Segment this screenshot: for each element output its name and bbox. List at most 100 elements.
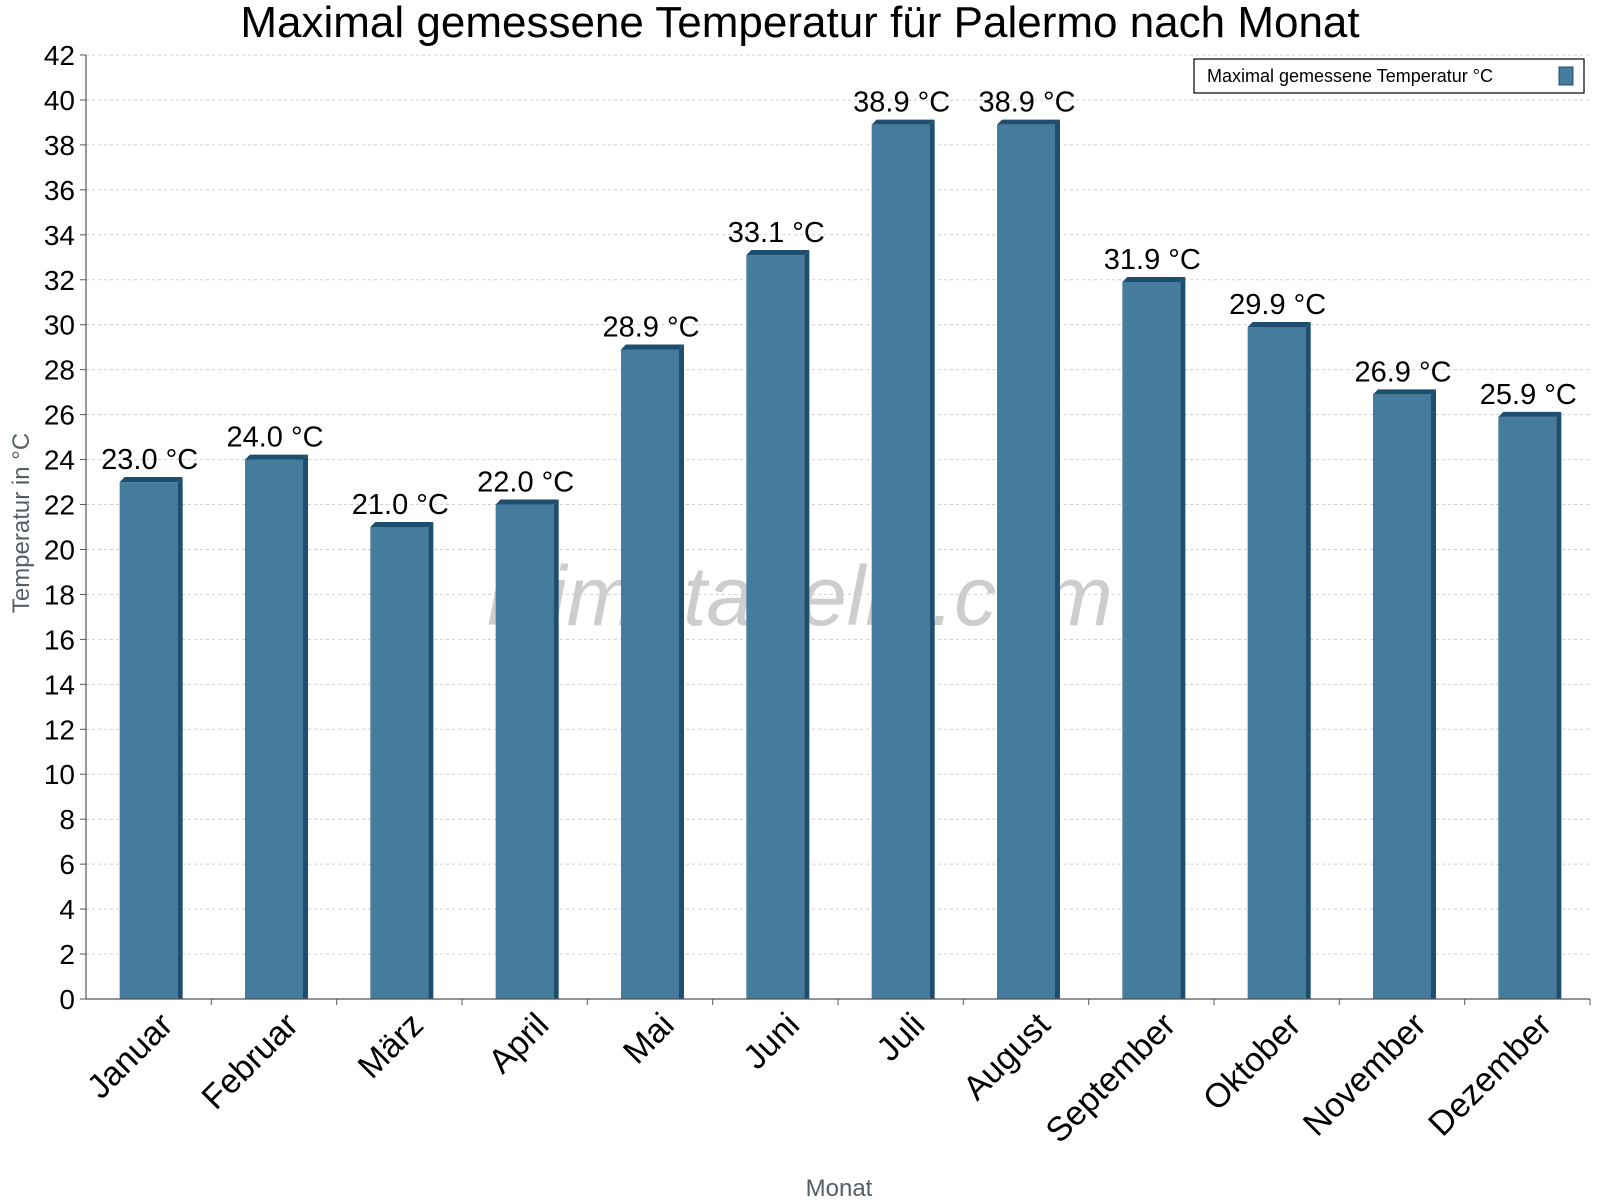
bar-side: [929, 119, 935, 999]
bar: [245, 454, 308, 1000]
y-tick-label: 24: [44, 445, 75, 476]
data-label: 26.9 °C: [1354, 356, 1451, 388]
legend-label: Maximal gemessene Temperatur °C: [1207, 66, 1493, 86]
bar-side: [1305, 321, 1311, 999]
data-label: 23.0 °C: [101, 444, 198, 476]
bar-top: [119, 477, 183, 483]
x-tick-label: Dezember: [1421, 1006, 1559, 1144]
y-tick-label: 6: [59, 849, 75, 880]
bar: [1122, 277, 1186, 999]
bar-side: [1055, 119, 1060, 999]
y-tick-label: 20: [44, 534, 75, 565]
y-tick-label: 4: [59, 894, 75, 925]
bar-face: [1498, 416, 1557, 999]
bar: [495, 499, 559, 999]
chart-title: Maximal gemessene Temperatur für Palermo…: [240, 0, 1359, 47]
data-label: 31.9 °C: [1104, 244, 1201, 276]
y-tick-label: 30: [44, 310, 75, 341]
grid: [86, 54, 1590, 955]
bar: [997, 119, 1060, 999]
bars: [119, 119, 1562, 1000]
x-tick-label: Juli: [869, 1006, 932, 1069]
data-label: 28.9 °C: [602, 311, 699, 343]
y-tick-label: 12: [44, 714, 75, 745]
bar: [1498, 411, 1562, 999]
x-tick-label: Mai: [616, 1006, 682, 1072]
bar-top: [1373, 389, 1436, 395]
y-tick-label: 28: [44, 355, 75, 386]
bar-face: [119, 482, 178, 999]
bar-face: [1122, 282, 1181, 999]
bar-face: [1373, 394, 1431, 999]
data-label: 38.9 °C: [978, 87, 1075, 119]
data-label: 33.1 °C: [728, 217, 825, 249]
bar-top: [1247, 321, 1311, 327]
x-tick-label: Januar: [80, 1006, 180, 1106]
x-tick-label: November: [1296, 1006, 1434, 1144]
y-tick-label: 42: [44, 40, 75, 71]
y-tick-label: 18: [44, 579, 75, 610]
y-axis-label: Temperatur in °C: [8, 433, 35, 613]
data-labels: 23.0 °C 24.0 °C 21.0 °C 22.0 °C 28.9 °C 33.1 …: [101, 87, 1577, 521]
data-label: 38.9 °C: [853, 87, 950, 119]
bar: [119, 477, 183, 999]
bar-face: [245, 459, 303, 1000]
y-tick-label: 32: [44, 265, 75, 296]
data-label: 25.9 °C: [1480, 379, 1577, 411]
bar-top: [1498, 411, 1562, 417]
bar-face: [1247, 326, 1306, 999]
data-label: 24.0 °C: [226, 422, 323, 454]
y-tick-label: 10: [44, 759, 75, 790]
bar-side: [804, 250, 810, 1000]
x-tick-label: Juni: [736, 1006, 807, 1077]
y-tick-label: 14: [44, 669, 75, 700]
bar-side: [553, 499, 559, 999]
bar-top: [871, 119, 935, 125]
y-tick-label: 22: [44, 490, 75, 521]
bar-face: [621, 349, 679, 999]
x-axis-ticks: Januar Februar März April Mai Juni Juli AugustS…: [80, 999, 1591, 1150]
y-tick-label: 34: [44, 220, 75, 251]
x-tick-label: Februar: [195, 1006, 306, 1117]
bar-top: [495, 499, 559, 505]
x-tick-label: August: [956, 1005, 1058, 1107]
bar-side: [1431, 389, 1436, 999]
data-label: 21.0 °C: [352, 489, 449, 521]
bar-top: [370, 522, 434, 527]
bar: [1247, 321, 1311, 999]
x-tick-label: April: [481, 1006, 556, 1081]
bar-side: [1556, 411, 1562, 999]
bar-top: [1122, 277, 1186, 283]
y-tick-label: 40: [44, 85, 75, 116]
bar-top: [997, 119, 1060, 125]
bar-side: [1180, 277, 1186, 999]
bar: [370, 522, 434, 999]
y-tick-label: 26: [44, 400, 75, 431]
legend-box: [1193, 58, 1585, 94]
bar-face: [871, 124, 930, 999]
bar-side: [428, 522, 434, 999]
x-tick-label: September: [1039, 1006, 1183, 1150]
legend: Maximal gemessene Temperatur °C: [1193, 58, 1585, 94]
bar-side: [177, 477, 183, 999]
x-tick-label: Oktober: [1196, 1006, 1308, 1118]
bar-top: [746, 250, 810, 256]
y-tick-label: 2: [59, 939, 75, 970]
y-tick-label: 38: [44, 130, 75, 161]
bar: [746, 250, 810, 1000]
bar-side: [679, 344, 684, 999]
bar-face: [495, 504, 554, 999]
bar-top: [245, 454, 308, 460]
x-axis-label: Monat: [806, 1175, 873, 1200]
bar-face: [997, 124, 1055, 999]
data-label: 22.0 °C: [477, 467, 574, 499]
bar-top: [621, 344, 684, 350]
x-tick-label: März: [351, 1006, 431, 1086]
y-tick-label: 0: [59, 984, 75, 1015]
bar: [871, 119, 935, 999]
axes: [85, 55, 1590, 1000]
bar-face: [746, 255, 805, 1000]
legend-swatch: [1558, 66, 1574, 86]
data-label: 29.9 °C: [1229, 289, 1326, 321]
